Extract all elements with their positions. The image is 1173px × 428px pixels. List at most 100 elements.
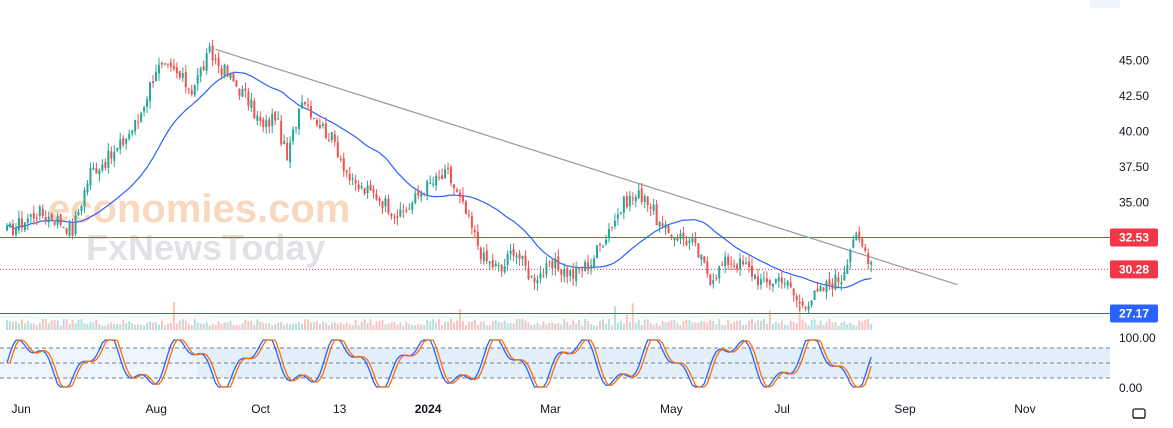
volume-bar	[509, 322, 512, 330]
candle-body	[318, 125, 321, 128]
volume-bar	[199, 323, 202, 330]
volume-bar	[211, 323, 214, 330]
volume-bar	[855, 325, 858, 330]
volume-bar	[193, 319, 196, 330]
volume-bar	[619, 320, 622, 330]
settings-icon[interactable]	[1132, 408, 1146, 419]
candle-body	[694, 237, 697, 244]
volume-bar	[292, 323, 295, 330]
candle-body	[181, 73, 184, 78]
volume-bar	[640, 324, 643, 330]
candle-body	[146, 98, 149, 107]
candle-body	[268, 119, 271, 127]
candle-body	[152, 81, 155, 84]
candle-body	[727, 256, 730, 265]
volume-bar	[29, 323, 32, 330]
volume-bar	[190, 325, 193, 330]
candle-body	[250, 99, 253, 109]
candle-body	[685, 240, 688, 246]
volume-bar	[786, 325, 789, 330]
candle-body	[166, 63, 169, 65]
candle-body	[77, 212, 80, 215]
candle-body	[640, 188, 643, 202]
volume-bar	[235, 325, 238, 330]
candle-body	[375, 193, 378, 200]
volume-bar	[730, 323, 733, 330]
volume-bar	[837, 325, 840, 330]
candle-body	[372, 188, 375, 193]
candle-body	[670, 235, 673, 238]
candle-body	[235, 80, 238, 87]
candle-body	[429, 183, 432, 185]
volume-bar	[226, 322, 229, 330]
candle-body	[566, 268, 569, 277]
watermark-line2: FxNewsToday	[86, 227, 325, 268]
candle-body	[92, 167, 95, 170]
candle-body	[140, 113, 143, 122]
volume-bar	[637, 320, 640, 330]
candle-body	[813, 290, 816, 300]
candle-body	[828, 279, 831, 285]
candle-body	[143, 107, 146, 112]
candle-body	[500, 264, 503, 272]
volume-bar	[163, 325, 166, 330]
candle-body	[274, 111, 277, 121]
candle-body	[438, 177, 441, 179]
volume-bar	[631, 303, 634, 330]
candle-body	[193, 85, 196, 96]
volume-bar	[247, 321, 250, 330]
volume-bar	[318, 324, 321, 330]
volume-bar	[178, 320, 181, 330]
candle-body	[643, 196, 646, 202]
volume-bar	[792, 322, 795, 330]
volume-bar	[610, 325, 613, 330]
level-badge	[1110, 260, 1158, 279]
candle-body	[867, 253, 870, 265]
candle-body	[524, 255, 527, 267]
volume-bar	[274, 324, 277, 330]
candle-body	[682, 232, 685, 240]
volume-bar	[360, 322, 363, 330]
volume-bar	[470, 321, 473, 330]
candle-body	[789, 282, 792, 288]
axis-layer: 45.0042.5040.0037.5035.0032.5030.0032.53…	[11, 54, 1158, 416]
candle-body	[825, 281, 828, 293]
candle-body	[521, 255, 524, 259]
pane-toggle-button[interactable]	[1090, 0, 1120, 8]
volume-bar	[169, 323, 172, 330]
candle-body	[745, 262, 748, 264]
candle-body	[327, 140, 330, 142]
volume-bar	[500, 322, 503, 330]
candle-body	[786, 281, 789, 286]
volume-bar	[742, 325, 745, 330]
candle-body	[223, 64, 226, 76]
candle-body	[676, 237, 679, 241]
volume-bar	[402, 325, 405, 330]
candle-body	[214, 59, 217, 61]
volume-bar	[262, 322, 265, 330]
volume-bar	[712, 321, 715, 330]
candle-body	[229, 73, 232, 79]
candle-body	[652, 204, 655, 211]
candle-body	[101, 164, 104, 171]
price-pane	[0, 39, 1110, 330]
candle-body	[581, 269, 584, 271]
volume-bar	[563, 319, 566, 330]
candle-body	[366, 185, 369, 194]
volume-bar	[572, 320, 575, 330]
volume-bar	[65, 319, 68, 330]
volume-bar	[277, 322, 280, 330]
volume-bar	[584, 318, 587, 330]
candle-body	[637, 190, 640, 199]
candle-body	[298, 108, 301, 130]
candle-body	[17, 217, 20, 231]
candle-body	[610, 226, 613, 228]
volume-bar	[828, 318, 831, 330]
volume-bar	[250, 320, 253, 330]
candle-body	[339, 159, 342, 161]
candle-body	[801, 301, 804, 306]
volume-bar	[327, 325, 330, 330]
volume-bar	[309, 322, 312, 330]
volume-bar	[330, 323, 333, 330]
candle-body	[295, 127, 298, 129]
